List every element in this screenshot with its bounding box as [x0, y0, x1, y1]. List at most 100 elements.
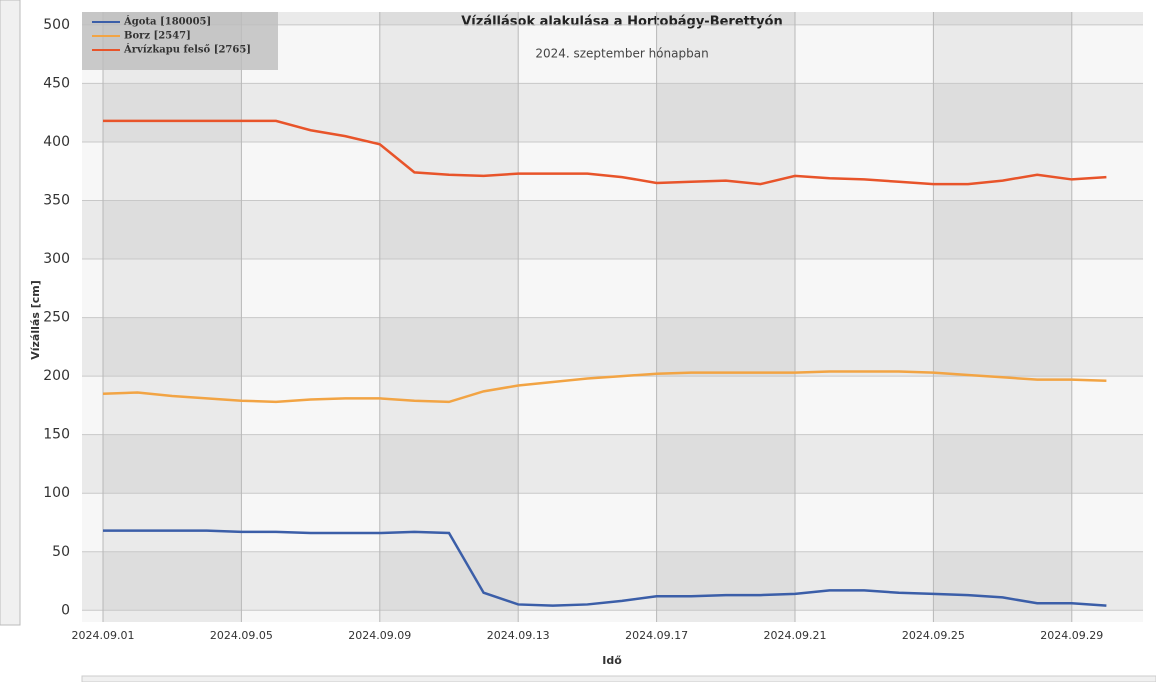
band: [82, 434, 103, 494]
band: [379, 259, 519, 318]
band: [1071, 83, 1143, 142]
band: [103, 434, 242, 494]
y-tick-label: 100: [43, 485, 70, 501]
band: [241, 200, 380, 260]
series-line: [103, 529, 1107, 607]
band: [379, 551, 519, 611]
band: [933, 141, 1072, 201]
band: [656, 551, 795, 611]
band: [656, 259, 795, 318]
band: [379, 83, 519, 142]
band: [933, 551, 1072, 611]
y-tick-label: 350: [43, 193, 70, 209]
band: [241, 83, 380, 142]
band: [656, 12, 795, 25]
band: [795, 317, 934, 377]
band: [656, 83, 795, 142]
band: [933, 200, 1072, 260]
band: [379, 141, 519, 201]
band: [933, 317, 1072, 377]
band: [82, 200, 103, 260]
band: [241, 317, 380, 377]
band: [241, 434, 380, 494]
band: [379, 493, 519, 552]
band: [103, 83, 242, 142]
band: [103, 610, 242, 622]
x-tick-label: 2024.09.01: [72, 629, 135, 642]
band: [933, 12, 1072, 25]
chart-title: Vízállások alakulása a Hortobágy-Beretty…: [461, 15, 783, 30]
series-line: [103, 119, 1107, 186]
band: [1071, 551, 1143, 611]
band: [656, 493, 795, 552]
band: [795, 551, 934, 611]
band: [933, 434, 1072, 494]
band: [82, 551, 103, 611]
band: [103, 317, 242, 377]
band: [656, 141, 795, 201]
band: [82, 317, 103, 377]
band: [518, 12, 657, 25]
band: [656, 200, 795, 260]
x-tick-label: 2024.09.17: [625, 629, 688, 642]
band: [795, 83, 934, 142]
y-axis-label: Vízállás [cm]: [29, 280, 42, 360]
band: [103, 551, 242, 611]
legend-label: Borz [2547]: [124, 31, 191, 42]
band: [379, 12, 519, 25]
left-scrollbar[interactable]: [0, 0, 21, 626]
band: [795, 434, 934, 494]
y-tick-label: 250: [43, 310, 70, 326]
x-tick-label: 2024.09.25: [902, 629, 965, 642]
band: [241, 551, 380, 611]
band: [795, 200, 934, 260]
band: [933, 376, 1072, 435]
band: [379, 24, 519, 84]
y-tick-label: 400: [43, 134, 70, 150]
bottom-scrollbar[interactable]: [81, 675, 1156, 682]
band: [379, 610, 519, 622]
band: [518, 200, 657, 260]
band: [518, 434, 657, 494]
band: [933, 83, 1072, 142]
band: [656, 376, 795, 435]
band: [379, 317, 519, 377]
band: [933, 24, 1072, 84]
plot-area: [82, 12, 1143, 622]
band: [1071, 317, 1143, 377]
band: [656, 317, 795, 377]
x-tick-label: 2024.09.13: [487, 629, 550, 642]
band: [656, 434, 795, 494]
x-tick-label: 2024.09.21: [764, 629, 827, 642]
band: [103, 141, 242, 201]
band: [103, 376, 242, 435]
x-tick-label: 2024.09.09: [348, 629, 411, 642]
y-tick-label: 150: [43, 427, 70, 443]
band: [82, 83, 103, 142]
band: [656, 24, 795, 84]
band: [933, 493, 1072, 552]
y-tick-label: 450: [43, 75, 70, 91]
band: [103, 200, 242, 260]
y-tick-label: 50: [52, 544, 70, 560]
band: [379, 200, 519, 260]
y-tick-label: 200: [43, 368, 70, 384]
band: [103, 493, 242, 552]
y-tick-label: 500: [43, 17, 70, 33]
chart-subtitle: 2024. szeptember hónapban: [535, 47, 708, 61]
y-tick-label: 0: [61, 602, 70, 618]
y-tick-label: 300: [43, 251, 70, 267]
legend-label: Árvízkapu felső [2765]: [123, 44, 251, 56]
band: [518, 317, 657, 377]
x-tick-label: 2024.09.05: [210, 629, 273, 642]
band: [379, 376, 519, 435]
band: [656, 610, 795, 622]
band: [518, 551, 657, 611]
series-line: [102, 370, 1107, 404]
band: [379, 434, 519, 494]
band: [103, 259, 242, 318]
x-tick-label: 2024.09.29: [1040, 629, 1103, 642]
band: [1071, 12, 1143, 25]
legend-label: Ágota [180005]: [123, 16, 211, 28]
band: [933, 259, 1072, 318]
